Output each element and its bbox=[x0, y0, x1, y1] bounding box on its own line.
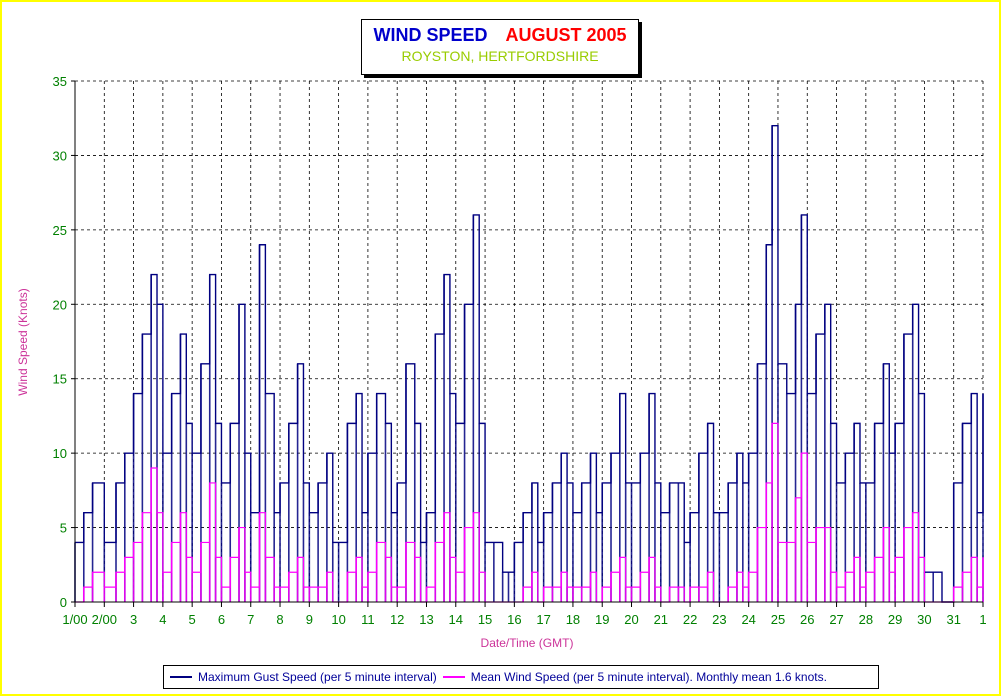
x-tick-label: 9 bbox=[306, 612, 313, 627]
x-tick-label: 30 bbox=[917, 612, 931, 627]
x-tick-label: 11 bbox=[361, 612, 375, 627]
legend-label-gust: Maximum Gust Speed (per 5 minute interva… bbox=[198, 670, 437, 684]
y-tick-labels: 0 5 10 15 20 25 30 35 bbox=[53, 74, 67, 610]
x-tick-label: 13 bbox=[419, 612, 433, 627]
x-tick-label: 7 bbox=[247, 612, 254, 627]
x-tick-label: 26 bbox=[800, 612, 814, 627]
legend-item-mean: Mean Wind Speed (per 5 minute interval).… bbox=[442, 670, 827, 684]
y-tick-label: 35 bbox=[53, 74, 67, 89]
x-tick-label: 24 bbox=[741, 612, 755, 627]
y-tick-label: 30 bbox=[53, 148, 67, 163]
chart-title: WIND SPEED AUGUST 2005 bbox=[362, 25, 638, 46]
legend-swatch-mean bbox=[442, 676, 465, 678]
y-tick-label: 0 bbox=[60, 595, 67, 610]
chart-title-box: WIND SPEED AUGUST 2005 ROYSTON, HERTFORDS… bbox=[361, 19, 639, 75]
y-tick-label: 15 bbox=[53, 372, 67, 387]
x-tick-label: 4 bbox=[159, 612, 166, 627]
x-tick-label: 25 bbox=[771, 612, 785, 627]
x-tick-label: 12 bbox=[390, 612, 404, 627]
x-tick-label: 1 bbox=[979, 612, 986, 627]
y-tick-label: 10 bbox=[53, 446, 67, 461]
grid-lines bbox=[75, 80, 984, 602]
y-tick-label: 25 bbox=[53, 223, 67, 238]
x-tick-label: 3 bbox=[130, 612, 137, 627]
legend-item-gust: Maximum Gust Speed (per 5 minute interva… bbox=[170, 670, 437, 684]
y-tick-label: 20 bbox=[53, 297, 67, 312]
x-tick-label: 21 bbox=[654, 612, 668, 627]
legend-label-mean: Mean Wind Speed (per 5 minute interval).… bbox=[470, 670, 827, 684]
chart-subtitle: ROYSTON, HERTFORDSHIRE bbox=[401, 48, 599, 64]
title-period: AUGUST 2005 bbox=[505, 25, 627, 45]
gust-series-group bbox=[74, 124, 984, 603]
x-tick-label: 17 bbox=[536, 612, 550, 627]
x-tick-label: 8 bbox=[276, 612, 283, 627]
x-tick-label: 14 bbox=[449, 612, 463, 627]
y-tick-label: 5 bbox=[60, 521, 67, 536]
legend-swatch-gust bbox=[170, 676, 192, 678]
x-tick-label: 2/00 bbox=[92, 612, 117, 627]
x-tick-label: 15 bbox=[478, 612, 492, 627]
x-tick-labels: 1/00 2/00 3 4 5 6 7 8 9 10 11 12 13 14 15 16 17 18 19 20 21 2… bbox=[62, 612, 986, 627]
x-tick-label: 23 bbox=[712, 612, 726, 627]
mean-series-group bbox=[75, 422, 984, 603]
x-tick-label: 1/00 bbox=[62, 612, 87, 627]
x-tick-label: 28 bbox=[859, 612, 873, 627]
axes bbox=[71, 80, 984, 607]
x-tick-label: 5 bbox=[189, 612, 196, 627]
x-tick-label: 18 bbox=[566, 612, 580, 627]
gust-series-line bbox=[75, 124, 984, 603]
x-tick-label: 19 bbox=[595, 612, 609, 627]
title-main: WIND SPEED bbox=[373, 25, 488, 45]
x-tick-label: 27 bbox=[829, 612, 843, 627]
x-axis-label: Date/Time (GMT) bbox=[481, 636, 574, 650]
x-tick-label: 20 bbox=[624, 612, 638, 627]
legend: Maximum Gust Speed (per 5 minute interva… bbox=[163, 665, 879, 689]
y-axis-label: Wind Speed (Knots) bbox=[16, 288, 30, 395]
x-tick-label: 31 bbox=[946, 612, 960, 627]
x-tick-label: 29 bbox=[888, 612, 902, 627]
x-tick-label: 6 bbox=[218, 612, 225, 627]
x-tick-label: 22 bbox=[683, 612, 697, 627]
x-tick-label: 16 bbox=[507, 612, 521, 627]
x-tick-label: 10 bbox=[331, 612, 345, 627]
